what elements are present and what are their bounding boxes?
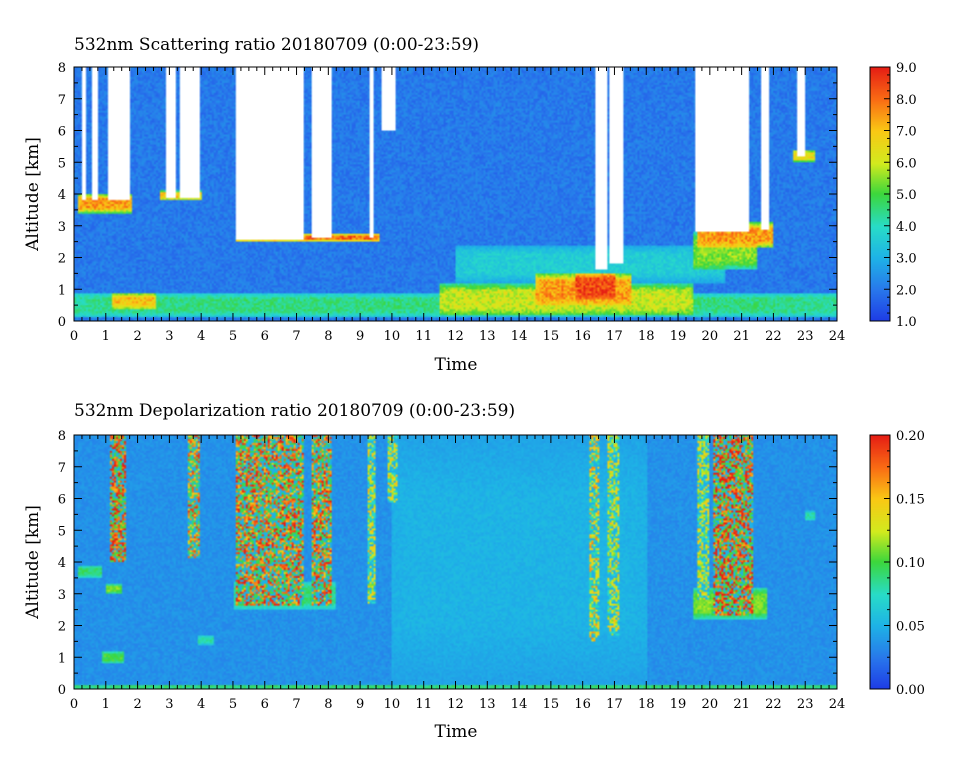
y-tick-label: 7 <box>58 93 66 108</box>
x-tick-label: 4 <box>197 329 205 344</box>
x-tick-label: 6 <box>261 697 269 712</box>
x-tick-label: 23 <box>797 697 814 712</box>
depolarization-y-axis: 0 1 2 3 4 5 6 7 8 <box>58 429 837 698</box>
colorbar-tick-label: 6.0 <box>896 156 917 171</box>
x-tick-label: 18 <box>638 329 655 344</box>
x-tick-label: 22 <box>765 329 782 344</box>
scattering-heatmap <box>74 67 837 321</box>
x-tick-label: 7 <box>292 697 300 712</box>
x-tick-label: 21 <box>733 697 750 712</box>
colorbar-tick-label: 5.0 <box>896 188 917 203</box>
x-tick-label: 2 <box>133 697 141 712</box>
x-tick-label: 16 <box>574 697 591 712</box>
y-tick-label: 3 <box>58 220 66 235</box>
depolarization-title: 532nm Depolarization ratio 20180709 (0:0… <box>74 401 515 421</box>
y-tick-label: 0 <box>58 683 66 698</box>
x-tick-label: 22 <box>765 697 782 712</box>
y-tick-label: 1 <box>58 651 66 666</box>
colorbar-tick-label: 2.0 <box>896 283 917 298</box>
x-tick-label: 19 <box>670 329 687 344</box>
depolarization-x-axis: 0 1 2 3 4 5 6 7 8 9 10 11 12 13 14 15 16 17 18 19 20 21 22 23 24 <box>70 435 845 712</box>
y-tick-label: 4 <box>58 188 66 203</box>
colorbar-tick-label: 0.10 <box>896 556 925 571</box>
scattering-x-label: Time <box>435 355 478 375</box>
scattering-x-axis: 0 1 2 3 4 5 6 7 8 9 10 11 12 13 14 15 16 17 18 19 20 21 22 23 24 <box>70 67 845 344</box>
colorbar-tick-label: 0.05 <box>896 620 925 635</box>
x-tick-label: 4 <box>197 697 205 712</box>
scattering-y-label: Altitude [km] <box>23 137 43 252</box>
x-tick-label: 20 <box>702 697 719 712</box>
x-tick-label: 5 <box>229 697 237 712</box>
x-tick-label: 18 <box>638 697 655 712</box>
x-tick-label: 17 <box>606 329 623 344</box>
y-tick-label: 1 <box>58 283 66 298</box>
x-tick-label: 24 <box>829 329 846 344</box>
x-tick-label: 12 <box>447 697 464 712</box>
y-tick-label: 2 <box>58 620 66 635</box>
x-tick-label: 14 <box>511 329 528 344</box>
x-tick-label: 10 <box>384 329 401 344</box>
x-tick-label: 13 <box>479 697 496 712</box>
x-tick-label: 6 <box>261 329 269 344</box>
y-tick-label: 4 <box>58 556 66 571</box>
colorbar-tick-label: 3.0 <box>896 252 917 267</box>
x-tick-label: 17 <box>606 697 623 712</box>
colorbar-tick-label: 0.15 <box>896 493 925 508</box>
colorbar-tick-label: 0.00 <box>896 683 925 698</box>
depolarization-heatmap <box>74 435 837 689</box>
y-tick-label: 7 <box>58 461 66 476</box>
y-tick-label: 8 <box>58 429 66 444</box>
x-tick-label: 10 <box>384 697 401 712</box>
x-tick-label: 8 <box>324 329 332 344</box>
colorbar-tick-label: 4.0 <box>896 220 917 235</box>
scattering-ratio-panel: 532nm Scattering ratio 20180709 (0:00-23… <box>23 35 917 375</box>
x-tick-label: 16 <box>574 329 591 344</box>
y-tick-label: 6 <box>58 125 66 140</box>
x-tick-label: 19 <box>670 697 687 712</box>
colorbar-tick-label: 8.0 <box>896 93 917 108</box>
x-tick-label: 0 <box>70 329 78 344</box>
colorbar-tick-label: 1.0 <box>896 315 917 330</box>
depolarization-x-label: Time <box>435 722 478 742</box>
x-tick-label: 3 <box>165 329 173 344</box>
y-tick-label: 3 <box>58 588 66 603</box>
x-tick-label: 5 <box>229 329 237 344</box>
x-tick-label: 13 <box>479 329 496 344</box>
x-tick-label: 12 <box>447 329 464 344</box>
x-tick-label: 23 <box>797 329 814 344</box>
x-tick-label: 21 <box>733 329 750 344</box>
y-tick-label: 5 <box>58 156 66 171</box>
x-tick-label: 20 <box>702 329 719 344</box>
x-tick-label: 1 <box>102 697 110 712</box>
scattering-y-axis: 0 1 2 3 4 5 6 7 8 <box>58 61 837 330</box>
x-tick-label: 0 <box>70 697 78 712</box>
y-tick-label: 8 <box>58 61 66 76</box>
y-tick-label: 2 <box>58 252 66 267</box>
x-tick-label: 2 <box>133 329 141 344</box>
y-tick-label: 6 <box>58 493 66 508</box>
x-tick-label: 8 <box>324 697 332 712</box>
x-tick-label: 7 <box>292 329 300 344</box>
scattering-title: 532nm Scattering ratio 20180709 (0:00-23… <box>74 35 479 55</box>
y-tick-label: 5 <box>58 524 66 539</box>
depolarization-ratio-panel: 532nm Depolarization ratio 20180709 (0:0… <box>23 401 925 742</box>
y-tick-label: 0 <box>58 315 66 330</box>
depolarization-y-label: Altitude [km] <box>23 505 43 620</box>
x-tick-label: 1 <box>102 329 110 344</box>
x-tick-label: 14 <box>511 697 528 712</box>
x-tick-label: 24 <box>829 697 846 712</box>
colorbar-tick-label: 0.20 <box>896 429 925 444</box>
scattering-colorbar-ticks: 1.0 2.0 3.0 4.0 5.0 6.0 7.0 8.0 9.0 <box>884 61 917 330</box>
x-tick-label: 11 <box>415 697 432 712</box>
x-tick-label: 15 <box>543 697 560 712</box>
colorbar-tick-label: 9.0 <box>896 61 917 76</box>
x-tick-label: 15 <box>543 329 560 344</box>
depolarization-colorbar-ticks: 0.00 0.05 0.10 0.15 0.20 <box>884 429 925 698</box>
x-tick-label: 9 <box>356 329 364 344</box>
colorbar-tick-label: 7.0 <box>896 125 917 140</box>
x-tick-label: 9 <box>356 697 364 712</box>
x-tick-label: 3 <box>165 697 173 712</box>
x-tick-label: 11 <box>415 329 432 344</box>
